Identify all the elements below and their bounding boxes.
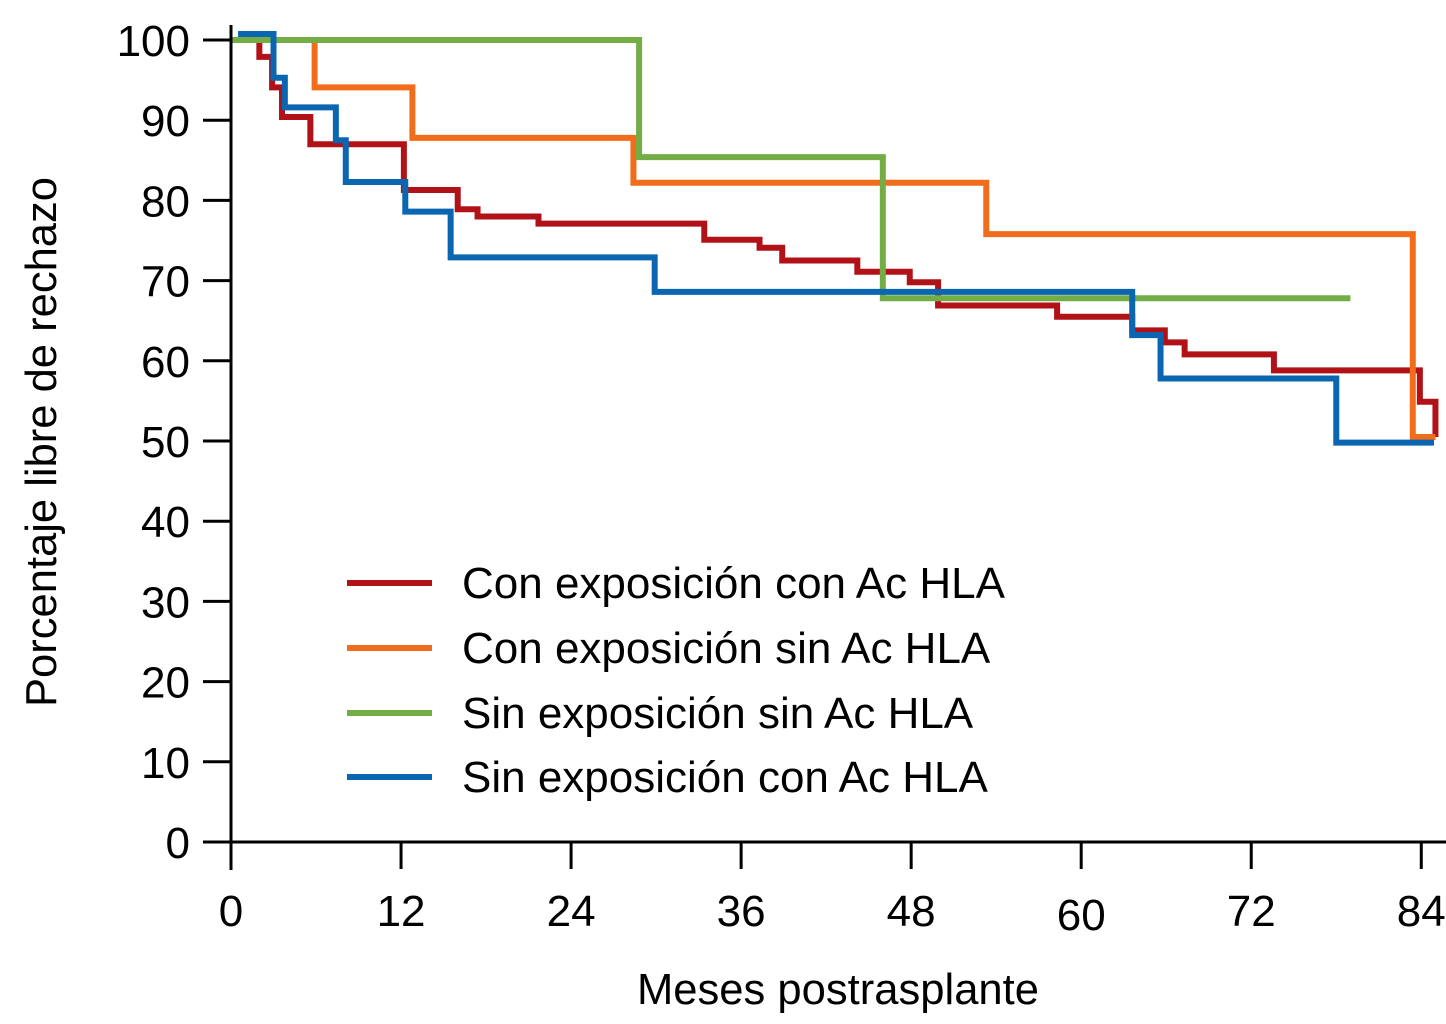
x-tick-label: 72: [1227, 887, 1276, 936]
y-tick-label: 20: [141, 659, 190, 708]
y-tick-label: 10: [141, 739, 190, 788]
series-line-con-exposicion-con-ac-hla: [231, 37, 1439, 437]
legend: Con exposición con Ac HLA Con exposición …: [347, 559, 1006, 802]
y-tick-label: 100: [117, 17, 190, 66]
x-tick-label: 60: [1057, 891, 1106, 940]
y-axis-title: Porcentaje libre de rechazo: [17, 177, 66, 707]
legend-label: Sin exposición con Ac HLA: [462, 753, 989, 802]
y-tick-label: 40: [141, 498, 190, 547]
ticks-layer: 0 10 20 30 40 50 60 70 80 90 100 0 12 24 36 48 60 72 84: [117, 17, 1446, 940]
x-tick-label: 84: [1397, 887, 1446, 936]
series-line-con-exposicion-sin-ac-hla: [231, 37, 1436, 440]
x-tick-label: 36: [717, 887, 766, 936]
y-tick-label: 50: [141, 418, 190, 467]
x-tick-label: 48: [887, 887, 936, 936]
y-tick-label: 0: [166, 819, 190, 868]
x-tick-label: 12: [377, 887, 426, 936]
series-line-sin-exposicion-sin-ac-hla: [231, 37, 1351, 302]
y-tick-label: 60: [141, 338, 190, 387]
series-layer: [231, 31, 1439, 446]
y-tick-label: 80: [141, 177, 190, 226]
axes-layer: [203, 25, 1446, 844]
series-line-sin-exposicion-con-ac-hla: [238, 31, 1435, 446]
legend-label: Sin exposición sin Ac HLA: [462, 689, 974, 738]
x-axis-title: Meses postrasplante: [637, 965, 1039, 1014]
legend-label: Con exposición con Ac HLA: [462, 559, 1006, 608]
x-tick-label: 0: [219, 887, 243, 936]
legend-label: Con exposición sin Ac HLA: [462, 624, 991, 673]
x-tick-label: 24: [547, 887, 596, 936]
y-tick-label: 70: [141, 258, 190, 307]
y-tick-label: 30: [141, 578, 190, 627]
y-tick-label: 90: [141, 97, 190, 146]
